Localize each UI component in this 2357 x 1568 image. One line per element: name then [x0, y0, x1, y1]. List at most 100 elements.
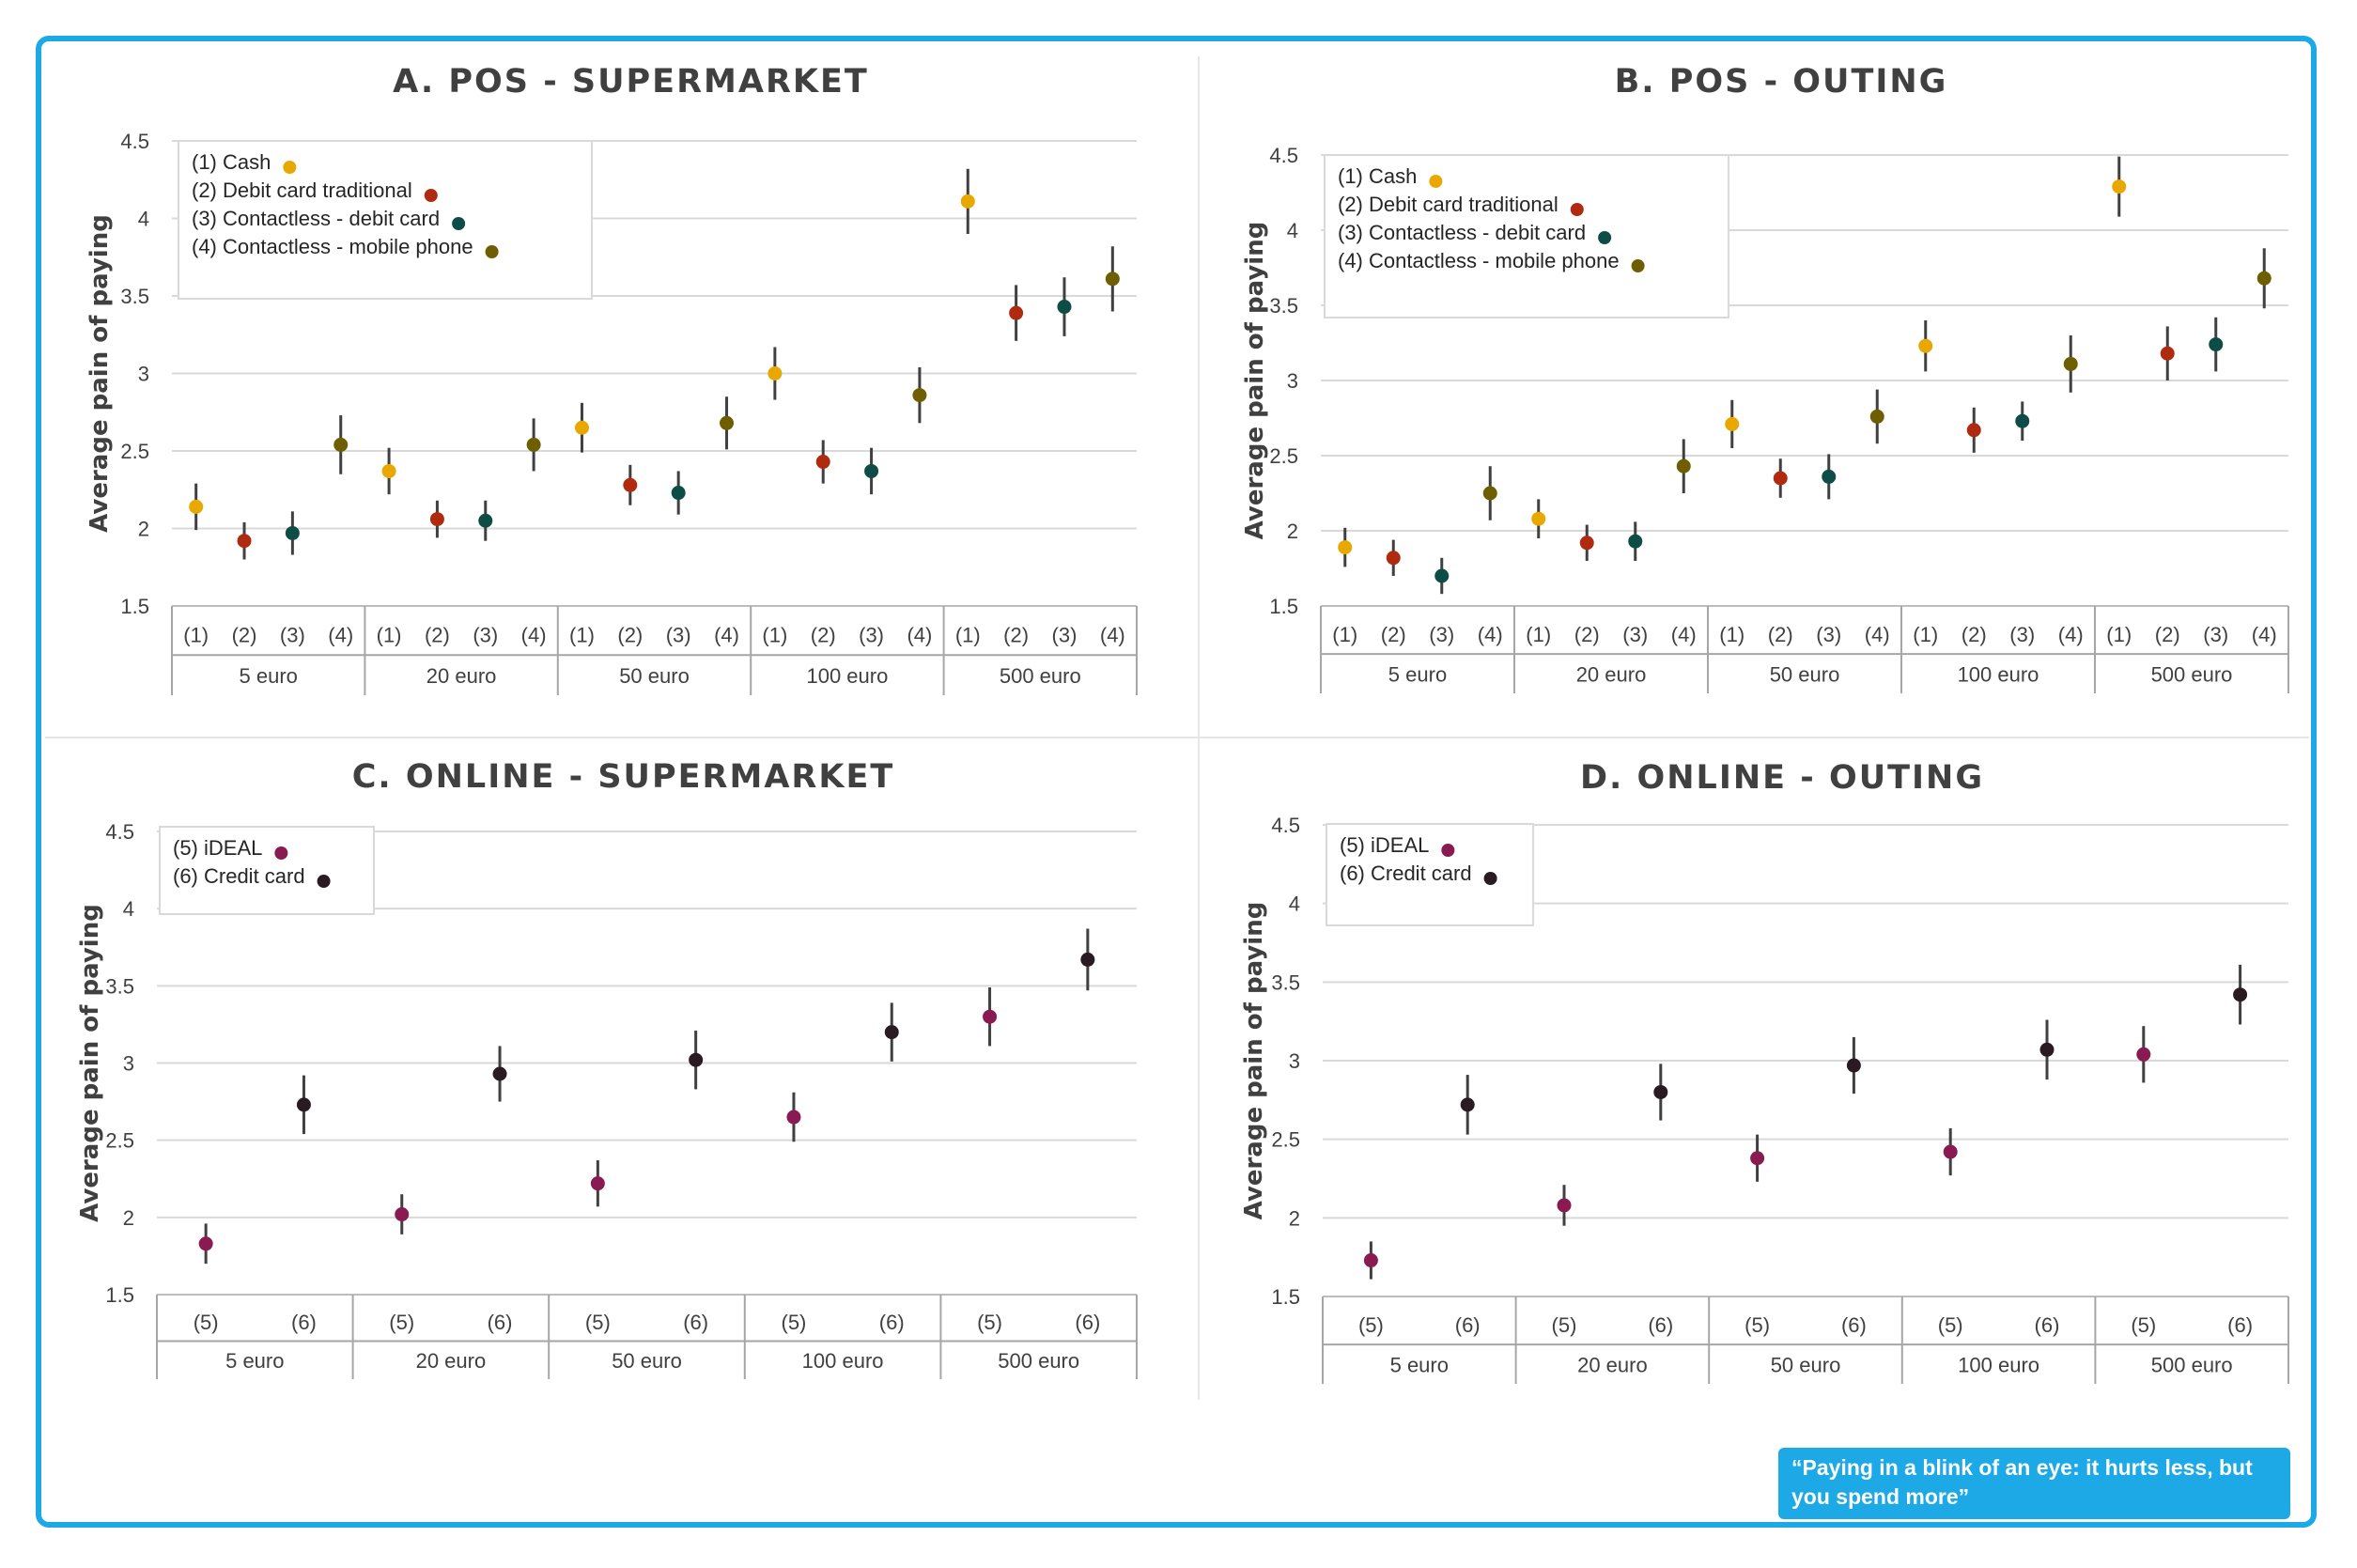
- x-subcategory-label: (5): [2131, 1313, 2156, 1337]
- y-axis-label: Average pain of paying: [85, 214, 114, 533]
- data-point: [1386, 551, 1401, 566]
- x-subcategory-label: (6): [1455, 1313, 1481, 1337]
- x-subcategory-label: (5): [194, 1311, 219, 1334]
- x-subcategory-label: (3): [666, 623, 691, 646]
- x-group-label: 500 euro: [2151, 1354, 2233, 1377]
- data-point: [2136, 1047, 2151, 1062]
- y-tick-label: 3: [1287, 369, 1298, 393]
- y-tick-label: 4.5: [120, 130, 149, 153]
- x-subcategory-label: (1): [1332, 623, 1357, 646]
- x-subcategory-label: (5): [1744, 1313, 1770, 1337]
- legend-label: (6) Credit card: [1340, 862, 1472, 885]
- x-subcategory-label: (4): [1478, 623, 1503, 646]
- x-subcategory-label: (2): [425, 623, 450, 646]
- data-point: [1869, 409, 1884, 424]
- legend-marker: [452, 217, 466, 230]
- x-subcategory-label: (5): [1358, 1313, 1384, 1337]
- x-subcategory-label: (4): [714, 623, 739, 646]
- legend-label: (5) iDEAL: [173, 836, 262, 860]
- chart-panel-d: D. ONLINE - OUTING 1.5 2 2.5 3 3.5 4 4.5 Average…: [1240, 759, 2289, 1384]
- data-point: [983, 1009, 998, 1024]
- chart-title: B. POS - OUTING: [1615, 63, 1948, 101]
- data-point: [381, 463, 396, 478]
- x-group-label: 500 euro: [998, 1349, 1079, 1373]
- chart-panel-a: A. POS - SUPERMARKET 1.5 2 2.5 3 3.5 4 4.5 Avera…: [85, 63, 1138, 695]
- y-tick-label: 3.5: [1269, 294, 1298, 318]
- vertical-divider: [1198, 56, 1200, 1400]
- y-tick-label: 4: [123, 897, 134, 921]
- data-point: [864, 463, 879, 478]
- legend-marker: [283, 161, 297, 174]
- x-subcategory-label: (1): [183, 623, 209, 646]
- x-subcategory-label: (1): [1913, 623, 1938, 646]
- data-point: [2039, 1042, 2055, 1057]
- caption-box: “Paying in a blink of an eye: it hurts l…: [1778, 1448, 2290, 1519]
- legend-label: (3) Contactless - debit card: [1338, 221, 1586, 244]
- y-tick-label: 1.5: [105, 1283, 134, 1307]
- x-subcategory-label: (3): [2203, 623, 2228, 646]
- data-point: [285, 525, 300, 540]
- x-subcategory-label: (2): [1381, 623, 1406, 646]
- data-point: [1080, 952, 1095, 967]
- x-subcategory-label: (3): [1429, 623, 1454, 646]
- x-subcategory-label: (6): [683, 1311, 708, 1334]
- x-group-label: 100 euro: [806, 664, 888, 688]
- x-subcategory-label: (1): [955, 623, 981, 646]
- data-point: [768, 366, 783, 380]
- legend-marker: [1631, 259, 1645, 272]
- x-group-label: 500 euro: [1000, 664, 1081, 688]
- x-subcategory-label: (5): [585, 1311, 611, 1334]
- y-tick-label: 2.5: [120, 440, 149, 463]
- chart-panel-b: B. POS - OUTING 1.5 2 2.5 3 3.5 4 4.5 Average pa…: [1241, 63, 2289, 693]
- x-subcategory-label: (6): [1075, 1311, 1100, 1334]
- x-subcategory-label: (4): [1671, 623, 1697, 646]
- y-tick-label: 1.5: [1271, 1285, 1300, 1309]
- x-subcategory-label: (5): [782, 1311, 807, 1334]
- data-point: [960, 194, 975, 209]
- data-point: [296, 1097, 311, 1112]
- x-subcategory-label: (3): [1816, 623, 1841, 646]
- data-point: [1105, 272, 1120, 287]
- data-point: [671, 486, 686, 501]
- data-point: [1773, 471, 1788, 486]
- x-subcategory-label: (4): [328, 623, 353, 646]
- chart-panel-c: C. ONLINE - SUPERMARKET 1.5 2 2.5 3 3.5 4 4.5 Av…: [76, 758, 1138, 1379]
- y-tick-label: 2: [138, 518, 149, 541]
- data-point: [478, 513, 493, 528]
- x-subcategory-label: (2): [1962, 623, 1987, 646]
- data-point: [2063, 356, 2078, 371]
- x-subcategory-label: (6): [291, 1311, 317, 1334]
- y-tick-label: 3: [138, 363, 149, 386]
- data-point: [198, 1236, 213, 1251]
- data-point: [1822, 469, 1837, 484]
- data-point: [1653, 1084, 1668, 1099]
- legend-marker: [1483, 872, 1497, 885]
- x-subcategory-label: (2): [617, 623, 643, 646]
- x-group-label: 20 euro: [1577, 1354, 1648, 1377]
- data-point: [815, 455, 830, 470]
- data-point: [189, 499, 204, 514]
- x-subcategory-label: (6): [2035, 1313, 2060, 1337]
- x-subcategory-label: (6): [1841, 1313, 1867, 1337]
- x-subcategory-label: (5): [977, 1311, 1002, 1334]
- data-point: [395, 1207, 410, 1222]
- data-point: [720, 415, 735, 430]
- x-subcategory-label: (2): [1768, 623, 1793, 646]
- data-point: [333, 437, 349, 452]
- legend-label: (2) Debit card traditional: [192, 179, 412, 202]
- legend-box: [1324, 154, 1729, 318]
- y-axis-label: Average pain of paying: [1241, 222, 1269, 540]
- x-subcategory-label: (4): [2252, 623, 2277, 646]
- x-subcategory-label: (5): [1938, 1313, 1963, 1337]
- data-point: [2160, 346, 2175, 361]
- data-point: [1460, 1097, 1475, 1112]
- y-tick-label: 2: [1289, 1206, 1300, 1230]
- y-axis-label: Average pain of paying: [1240, 902, 1268, 1220]
- x-subcategory-label: (2): [1574, 623, 1600, 646]
- y-tick-label: 2.5: [105, 1129, 134, 1153]
- x-group-label: 20 euro: [426, 664, 497, 688]
- data-point: [237, 534, 252, 549]
- x-subcategory-label: (4): [2058, 623, 2084, 646]
- data-point: [2209, 337, 2224, 352]
- x-subcategory-label: (1): [1719, 623, 1744, 646]
